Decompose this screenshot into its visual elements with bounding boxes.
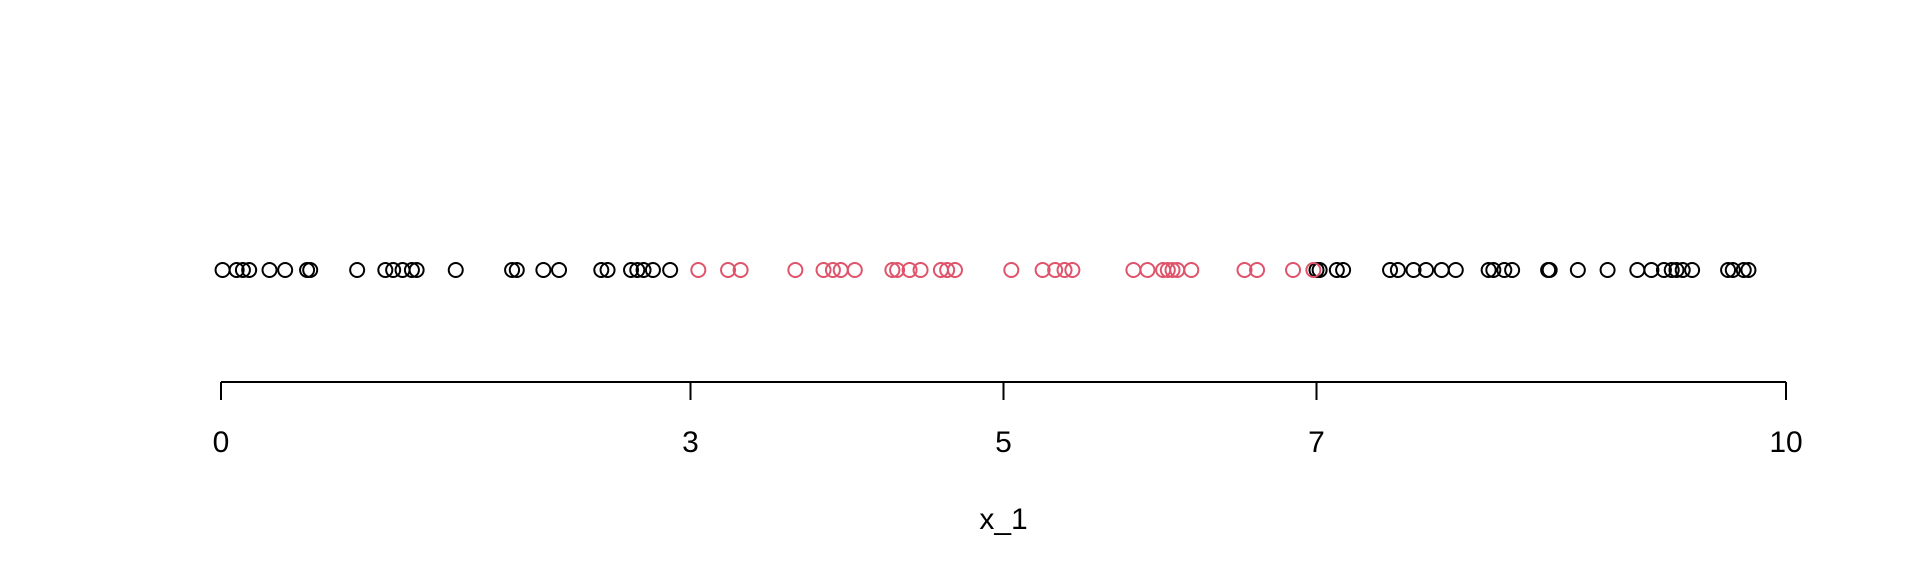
x-tick-label: 10 [1769,426,1802,459]
data-point [508,262,525,278]
data-point [599,262,616,278]
data-point [1382,262,1399,278]
data-point [377,262,394,278]
data-point [261,262,278,278]
x-tick-label: 0 [213,426,230,459]
data-point [504,262,521,278]
data-point [1125,262,1142,278]
data-point [1164,262,1181,278]
data-point [551,262,568,278]
data-point [690,262,707,278]
data-point [299,262,316,278]
data-point [1405,262,1422,278]
data-point [228,262,245,278]
data-point [1034,262,1051,278]
data-point [1159,262,1176,278]
data-point [884,262,901,278]
data-point [1569,262,1586,278]
data-point [1305,262,1322,278]
data-point [635,262,652,278]
data-point [1003,262,1020,278]
data-point [1643,262,1660,278]
data-point [1236,262,1253,278]
data-point [1480,262,1497,278]
data-point [302,262,319,278]
data-point [1447,262,1464,278]
data-point [385,262,402,278]
data-point [1735,262,1752,278]
data-point [720,262,737,278]
data-point [1629,262,1646,278]
data-point [535,262,552,278]
data-point [1389,262,1406,278]
data-point [1684,262,1701,278]
data-point [403,262,420,278]
data-point [1064,262,1081,278]
data-point [1418,262,1435,278]
data-point [644,262,661,278]
x-tick-label: 7 [1308,426,1325,459]
data-point [662,262,679,278]
data-point [1183,262,1200,278]
data-point [815,262,832,278]
data-point [1308,262,1325,278]
data-point [1328,262,1345,278]
data-point [901,262,918,278]
data-point [946,262,963,278]
data-point [214,262,231,278]
data-point [1496,262,1513,278]
data-point [1504,262,1521,278]
data-point [349,262,366,278]
data-point [623,262,640,278]
data-point [1720,262,1737,278]
data-point [1485,262,1502,278]
data-point [1433,262,1450,278]
data-point [939,262,956,278]
data-point [846,262,863,278]
data-point [732,262,749,278]
data-point [787,262,804,278]
data-point [1311,262,1328,278]
data-point [1655,262,1672,278]
data-point [1724,262,1741,278]
data-point [912,262,929,278]
x-tick-label: 5 [995,426,1012,459]
x-axis-title: x_1 [979,503,1027,536]
data-point [1541,262,1558,278]
x-axis: 0 3 5 7 10 [213,381,1803,459]
data-point [1335,262,1352,278]
x-tick-label: 3 [682,426,699,459]
data-points [214,262,1757,278]
data-point [824,262,841,278]
data-point [1047,262,1064,278]
x-axis-ticks: 0 3 5 7 10 [213,382,1803,459]
data-point [629,262,646,278]
data-point [1249,262,1266,278]
data-point [447,262,464,278]
data-point [234,262,251,278]
data-point [408,262,425,278]
data-point [1139,262,1156,278]
data-point [277,262,294,278]
data-point [1056,262,1073,278]
data-point [1599,262,1616,278]
data-point [241,262,258,278]
data-point [1285,262,1302,278]
data-point [889,262,906,278]
data-point [1740,262,1757,278]
data-point [1668,262,1685,278]
data-point [1674,262,1691,278]
data-point [1663,262,1680,278]
data-point [593,262,610,278]
